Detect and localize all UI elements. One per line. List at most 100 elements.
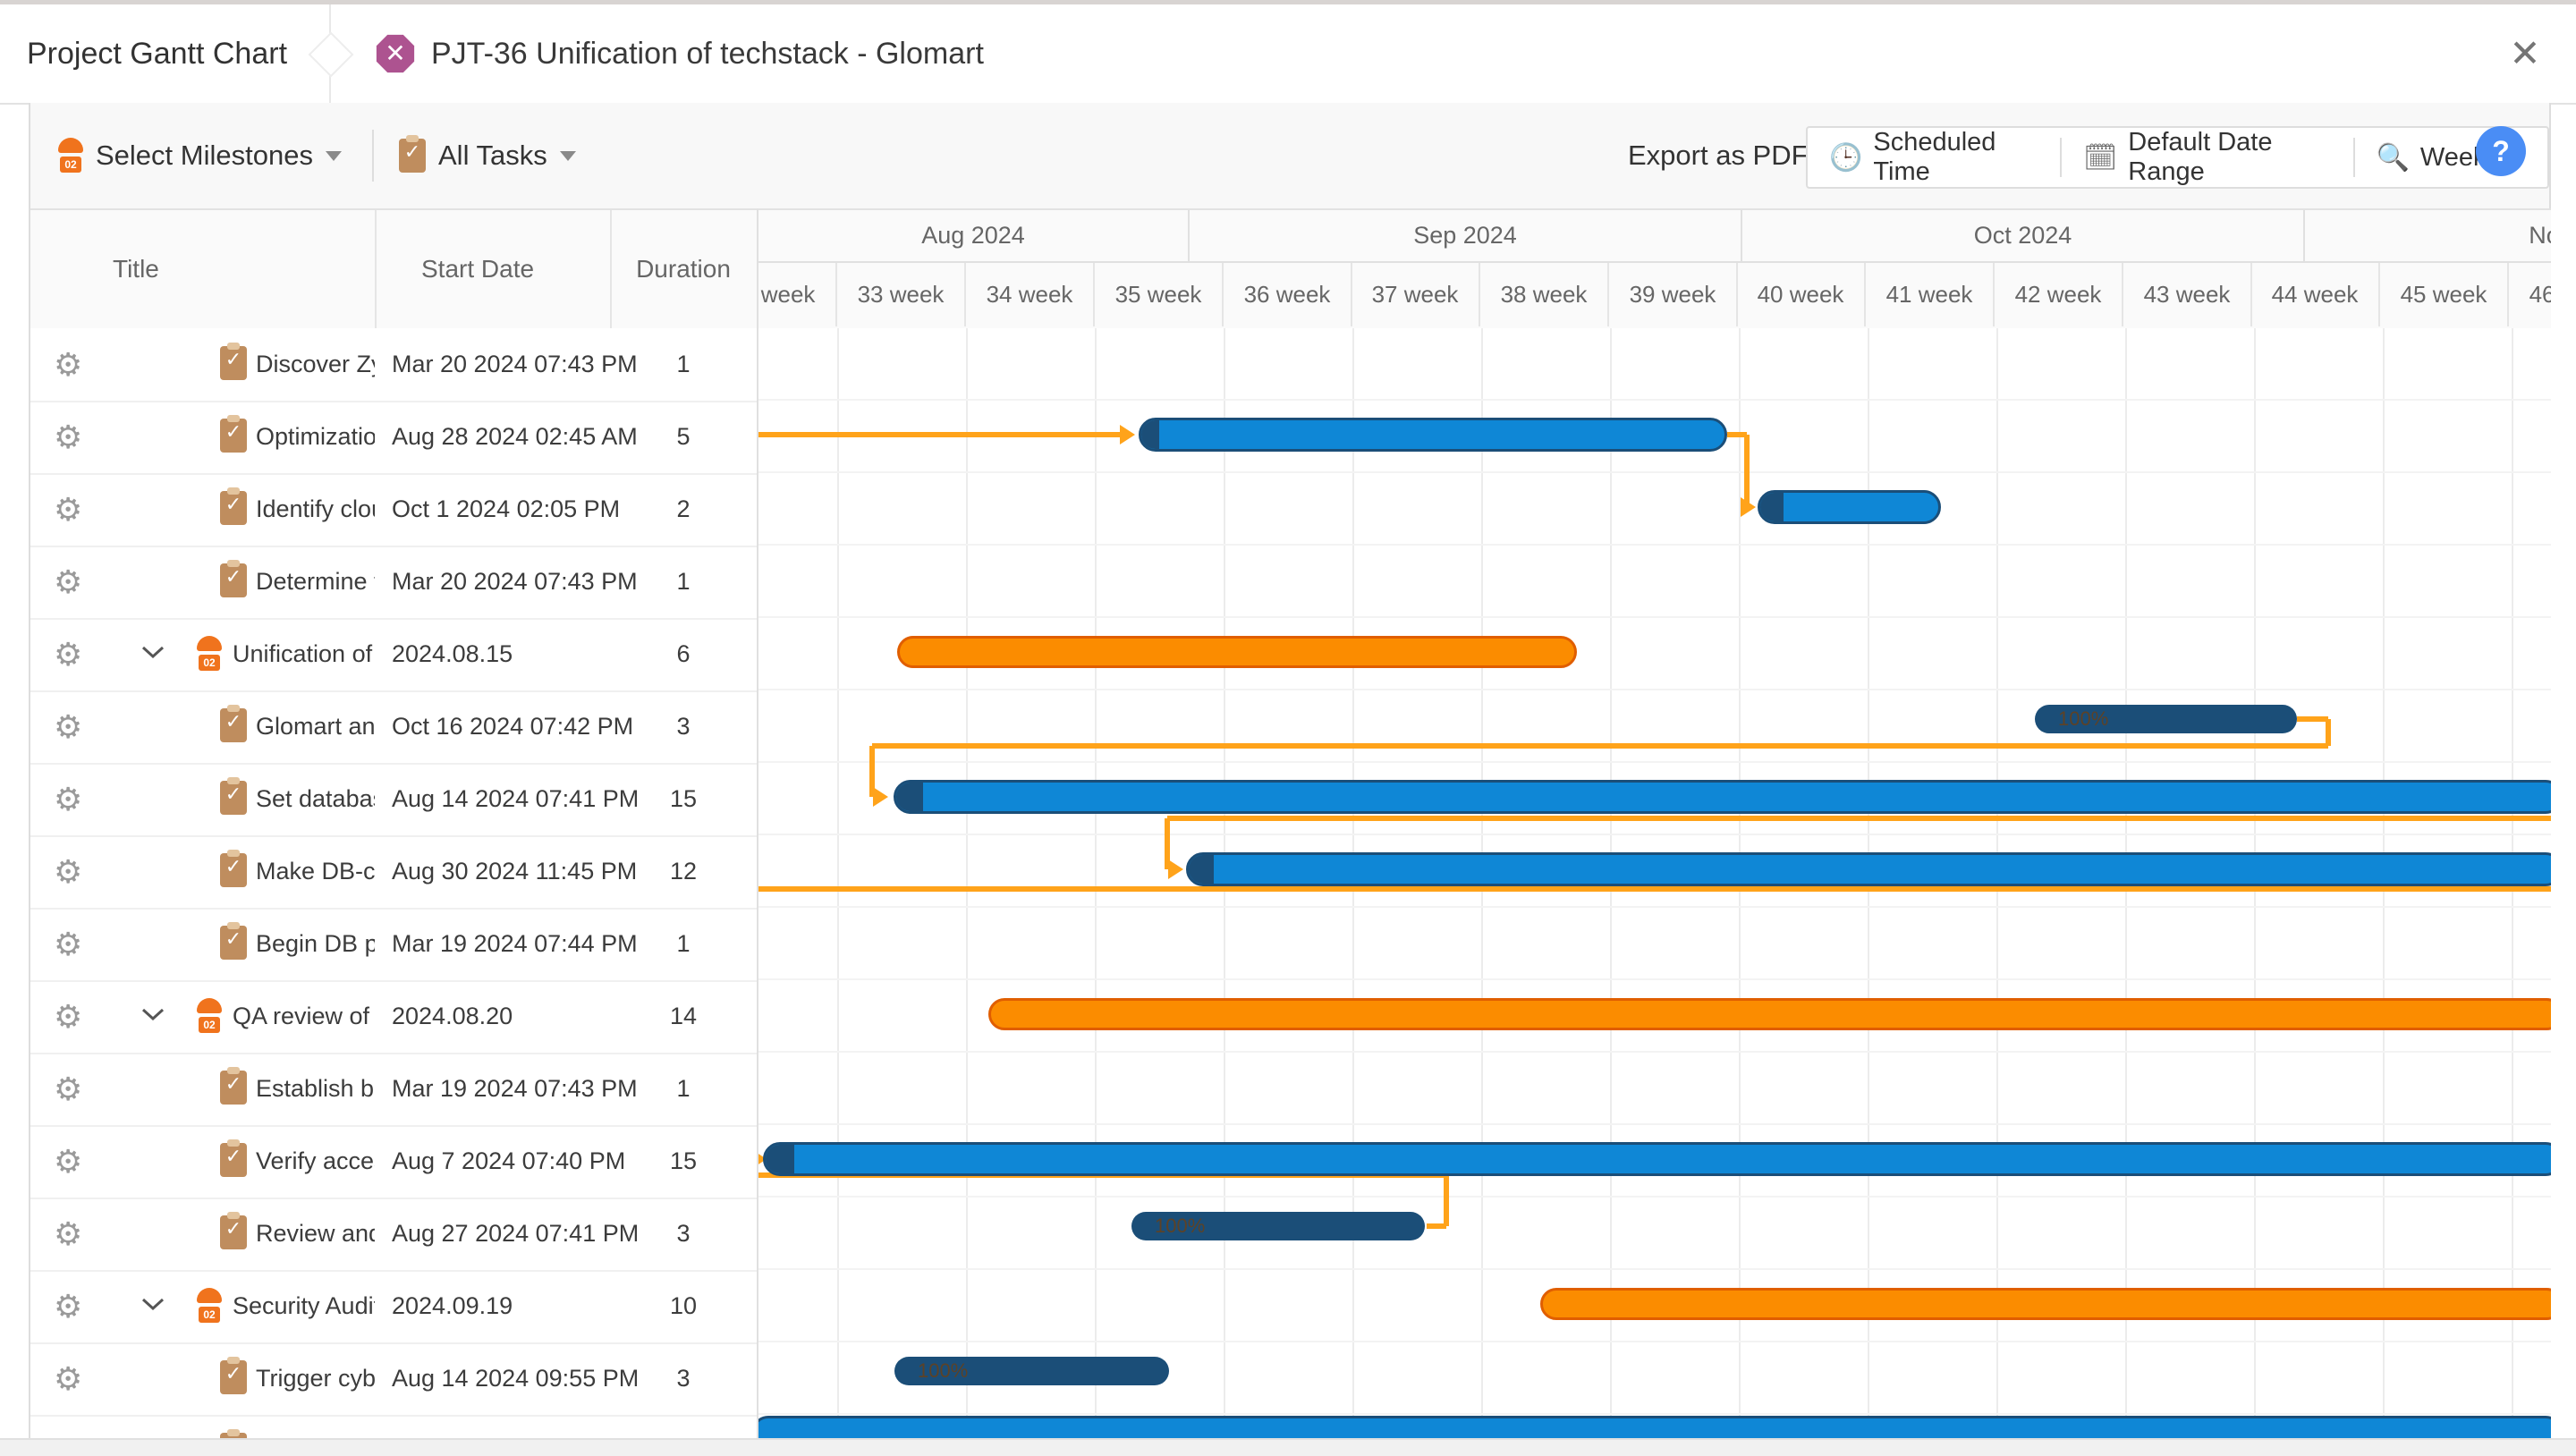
task-duration: 12 [669, 858, 698, 885]
milestone-bar[interactable] [988, 998, 2551, 1030]
task-title: Set database [256, 785, 375, 812]
completed-task-bar[interactable]: 100% [894, 1357, 1169, 1385]
gear-icon[interactable]: ⚙ [54, 1288, 83, 1325]
timeline-month-cell: Aug 2024 [758, 210, 1190, 263]
table-row[interactable]: ⚙ Review and c Aug 27 2024 07:41 PM 3 [30, 1198, 757, 1272]
progress-cap [1760, 493, 1784, 521]
timeline-week-cell[interactable]: 35 week [1095, 263, 1224, 326]
timeline-week-cell[interactable]: 39 week [1609, 263, 1738, 326]
timeline-week-cell[interactable]: 46 week [2509, 263, 2551, 326]
timeline-week-cell[interactable]: 44 week [2251, 263, 2380, 326]
progress-cap [896, 783, 923, 811]
gear-icon[interactable]: ⚙ [54, 1143, 83, 1180]
gear-icon[interactable]: ⚙ [54, 998, 83, 1035]
table-row[interactable]: ⚙ Communicate Mar 21 2024 07:44 PM20 [30, 1415, 757, 1441]
gear-icon[interactable]: ⚙ [54, 926, 83, 962]
table-row[interactable]: ⚙ Determine the Mar 20 2024 07:43 PM 1 [30, 546, 757, 620]
all-tasks-label: All Tasks [438, 140, 547, 171]
completed-task-bar[interactable]: 100% [2035, 705, 2297, 733]
task-bar[interactable] [1186, 852, 2551, 886]
table-row[interactable]: ⚙ Verify access Aug 7 2024 07:40 PM 15 [30, 1125, 757, 1199]
task-duration: 3 [676, 713, 691, 740]
table-row[interactable]: ⚙ Establish bas Mar 19 2024 07:43 PM 1 [30, 1053, 757, 1127]
table-row[interactable]: ⚙ Discover Zylk Mar 20 2024 07:43 PM 1 [30, 328, 757, 402]
gear-icon[interactable]: ⚙ [54, 1433, 82, 1441]
collapse-chevron-icon[interactable] [141, 645, 165, 664]
timeline-week-cell[interactable]: 33 week [837, 263, 966, 326]
timeline-week-cell[interactable]: 32 week [758, 263, 837, 326]
timeline-week-cell[interactable]: 45 week [2380, 263, 2509, 326]
all-tasks-dropdown[interactable]: All Tasks [399, 103, 576, 208]
timeline-week-cell[interactable]: 42 week [1995, 263, 2123, 326]
dependency-line [1167, 816, 2551, 821]
timeline-week-cell[interactable]: 40 week [1737, 263, 1866, 326]
gear-icon[interactable]: ⚙ [54, 346, 83, 383]
task-bar[interactable] [763, 1142, 2551, 1176]
dependency-line [872, 743, 2328, 749]
tab-project-gantt-chart[interactable]: Project Gantt Chart [27, 37, 288, 71]
tasks-clipboard-icon [399, 135, 426, 173]
progress-cap [1189, 855, 1214, 884]
timeline-week-cell[interactable]: 41 week [1866, 263, 1995, 326]
dependency-line [869, 746, 875, 797]
close-icon[interactable]: ✕ [2509, 32, 2541, 74]
scheduled-time-button[interactable]: 🕒 Scheduled Time [1808, 128, 2060, 187]
collapse-chevron-icon[interactable] [141, 1007, 165, 1026]
task-clipboard-icon [220, 1139, 247, 1181]
timeline-week-cell[interactable]: 36 week [1224, 263, 1352, 326]
task-bar[interactable] [1758, 490, 1941, 524]
gear-icon[interactable]: ⚙ [54, 419, 83, 455]
task-bar[interactable] [1139, 418, 1727, 452]
task-clipboard-icon [220, 1429, 247, 1441]
task-duration: 6 [676, 640, 691, 667]
horizontal-scrollbar[interactable] [0, 1438, 2576, 1456]
help-button[interactable]: ? [2476, 126, 2526, 176]
gear-icon[interactable]: ⚙ [54, 636, 83, 673]
gear-icon[interactable]: ⚙ [54, 491, 83, 528]
timeline-week-cell[interactable]: 34 week [966, 263, 1095, 326]
timeline-week-cell[interactable]: 38 week [1480, 263, 1609, 326]
export-as-pdf-button[interactable]: Export as PDF [1628, 140, 1809, 171]
milestone-icon: 02 [197, 998, 222, 1038]
table-row[interactable]: ⚙ Make DB-con Aug 30 2024 11:45 PM 12 [30, 835, 757, 910]
timeline-week-cell[interactable]: 37 week [1352, 263, 1480, 326]
milestone-bar[interactable] [1540, 1288, 2551, 1320]
window-top-edge [0, 0, 2576, 4]
timeline-week-cell[interactable]: 43 week [2123, 263, 2252, 326]
milestone-bar[interactable] [897, 636, 1577, 668]
table-row[interactable]: ⚙ Identify cloud Oct 1 2024 02:05 PM 2 [30, 473, 757, 547]
gear-icon[interactable]: ⚙ [54, 1215, 83, 1252]
table-row[interactable]: ⚙ Trigger cyber Aug 14 2024 09:55 PM 3 [30, 1342, 757, 1417]
task-bar[interactable] [894, 780, 2551, 814]
task-bar[interactable] [758, 1416, 2551, 1441]
gear-icon[interactable]: ⚙ [54, 853, 83, 890]
task-start-date: Aug 7 2024 07:40 PM [392, 1147, 626, 1174]
table-row[interactable]: ⚙ Glomart and Oct 16 2024 07:42 PM 3 [30, 690, 757, 765]
completed-task-bar[interactable]: 100% [1131, 1212, 1425, 1240]
gear-icon[interactable]: ⚙ [54, 1360, 83, 1397]
column-header-duration[interactable]: Duration [636, 255, 731, 283]
collapse-chevron-icon[interactable] [141, 1297, 165, 1316]
column-header-start-date[interactable]: Start Date [421, 255, 535, 283]
select-milestones-dropdown[interactable]: 02 Select Milestones [58, 103, 342, 208]
task-clipboard-icon [220, 487, 247, 529]
table-row[interactable]: ⚙ Begin DB pre Mar 19 2024 07:44 PM 1 [30, 908, 757, 982]
gear-icon[interactable]: ⚙ [54, 708, 83, 745]
table-row[interactable]: ⚙ 02 Unification of the 2024.08.15 6 [30, 618, 757, 692]
table-row[interactable]: ⚙ 02 QA review of clo 2024.08.20 14 [30, 980, 757, 1054]
gear-icon[interactable]: ⚙ [54, 563, 83, 600]
default-date-range-button[interactable]: 🗓 Default Date Range [2062, 128, 2353, 187]
task-clipboard-icon [220, 1357, 247, 1399]
gear-icon[interactable]: ⚙ [54, 781, 83, 817]
task-title: Verify access [256, 1147, 375, 1174]
gear-icon[interactable]: ⚙ [54, 1071, 83, 1107]
column-header-title[interactable]: Title [113, 255, 159, 283]
progress-cap [1141, 420, 1159, 449]
table-row[interactable]: ⚙ Set database Aug 14 2024 07:41 PM 15 [30, 763, 757, 837]
task-title: QA review of clo [233, 1003, 375, 1029]
task-duration: 2 [676, 495, 691, 522]
table-row[interactable]: ⚙ 02 Security Audit ar 2024.09.19 10 [30, 1270, 757, 1344]
project-badge-icon: ✕ [376, 34, 415, 73]
table-row[interactable]: ⚙ Optimization Aug 28 2024 02:45 AM 5 [30, 401, 757, 475]
